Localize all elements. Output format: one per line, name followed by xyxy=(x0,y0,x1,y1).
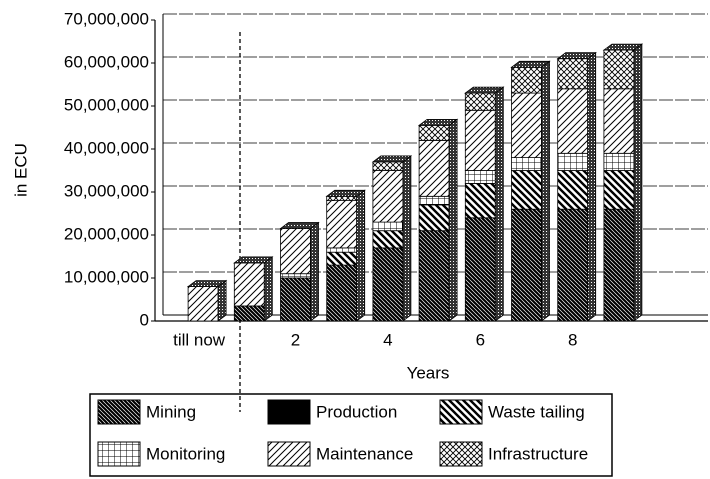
bar-segment xyxy=(603,170,635,210)
bar-segment xyxy=(511,208,542,322)
x-tick-label: 2 xyxy=(291,330,300,349)
bar-segment xyxy=(418,230,450,322)
bar-segment xyxy=(557,152,589,171)
bar-segment xyxy=(280,228,311,275)
y-tick-label: 10,000,000 xyxy=(64,267,149,286)
bar-segment xyxy=(233,262,265,307)
legend-box xyxy=(89,393,613,477)
bar-side xyxy=(448,118,458,322)
x-tick-label: 4 xyxy=(383,330,392,349)
x-tick-label: 6 xyxy=(476,330,485,349)
bar-segment xyxy=(326,200,358,249)
bar-segment xyxy=(326,264,358,322)
bar-segment xyxy=(511,66,542,94)
y-tick-label: 50,000,000 xyxy=(64,95,149,114)
bar-segment xyxy=(326,247,358,253)
bar-segment xyxy=(557,170,589,210)
bar-top xyxy=(325,189,366,197)
legend-swatch xyxy=(439,441,483,467)
y-tick-label: 40,000,000 xyxy=(64,138,149,157)
bar-top xyxy=(510,60,551,68)
bar-segment xyxy=(511,170,542,210)
bar-segment xyxy=(557,208,589,322)
bar-top xyxy=(186,280,228,288)
legend-label: Maintenance xyxy=(316,444,413,463)
bar-segment xyxy=(326,251,358,266)
bar-side xyxy=(541,60,550,322)
bar-segment xyxy=(372,221,404,232)
legend-swatch xyxy=(439,399,483,425)
bar-side xyxy=(402,155,412,322)
x-axis-label: Years xyxy=(407,363,450,382)
y-tick-label: 30,000,000 xyxy=(64,181,149,200)
legend-label: Mining xyxy=(146,402,196,421)
bar-segment xyxy=(511,157,542,171)
legend-swatch xyxy=(267,399,311,425)
legend-label: Monitoring xyxy=(146,444,225,463)
bar-segment xyxy=(464,182,496,219)
bar-segment xyxy=(418,124,450,141)
bar-segment xyxy=(418,204,450,232)
bar-top xyxy=(464,86,505,94)
bar-segment xyxy=(418,139,450,197)
bar-side xyxy=(587,51,597,322)
bar-segment xyxy=(187,286,219,322)
bar-side xyxy=(217,279,227,322)
bar-segment xyxy=(280,277,311,322)
bar-segment xyxy=(280,273,311,279)
bar-segment xyxy=(464,109,496,171)
bar-side xyxy=(356,189,366,322)
legend-swatch xyxy=(97,399,141,425)
x-tick-label: till now xyxy=(173,330,226,349)
bar-top xyxy=(279,222,320,229)
bar-segment xyxy=(372,161,404,171)
bar-top xyxy=(417,118,459,126)
bar-segment xyxy=(372,247,404,322)
bar-top xyxy=(556,52,597,60)
bar-segment xyxy=(557,88,589,154)
bar-top xyxy=(371,155,413,163)
bar-segment xyxy=(372,170,404,223)
bar-segment xyxy=(603,208,635,322)
y-tick-label: 20,000,000 xyxy=(64,224,149,243)
bar-segment xyxy=(603,88,635,154)
y-tick-label: 60,000,000 xyxy=(64,52,149,71)
legend-label: Production xyxy=(316,402,397,421)
bar-side xyxy=(263,256,273,322)
bar-top xyxy=(233,256,274,264)
bar-segment xyxy=(511,92,542,158)
bar-segment xyxy=(603,152,635,171)
bar-top xyxy=(602,43,644,51)
bar-segment xyxy=(418,195,450,206)
bar-segment xyxy=(603,49,635,90)
bar-segment xyxy=(464,170,496,184)
y-tick-label: 70,000,000 xyxy=(64,9,149,28)
x-tick-label: 8 xyxy=(568,330,577,349)
bar-segment xyxy=(557,58,589,90)
bar-segment xyxy=(464,217,496,322)
bar-segment xyxy=(464,92,496,111)
bar-side xyxy=(633,43,643,322)
bar-segment xyxy=(233,305,265,322)
legend-label: Waste tailing xyxy=(488,402,585,421)
bar-segment xyxy=(372,230,404,249)
legend-swatch xyxy=(97,441,141,467)
bar-side xyxy=(494,86,504,322)
legend-label: Infrastructure xyxy=(488,444,588,463)
legend-swatch xyxy=(267,441,311,467)
bar-segment xyxy=(326,195,358,202)
y-tick-label: 0 xyxy=(140,310,149,329)
bar-side xyxy=(310,221,319,322)
y-axis-label: in ECU xyxy=(11,143,30,197)
